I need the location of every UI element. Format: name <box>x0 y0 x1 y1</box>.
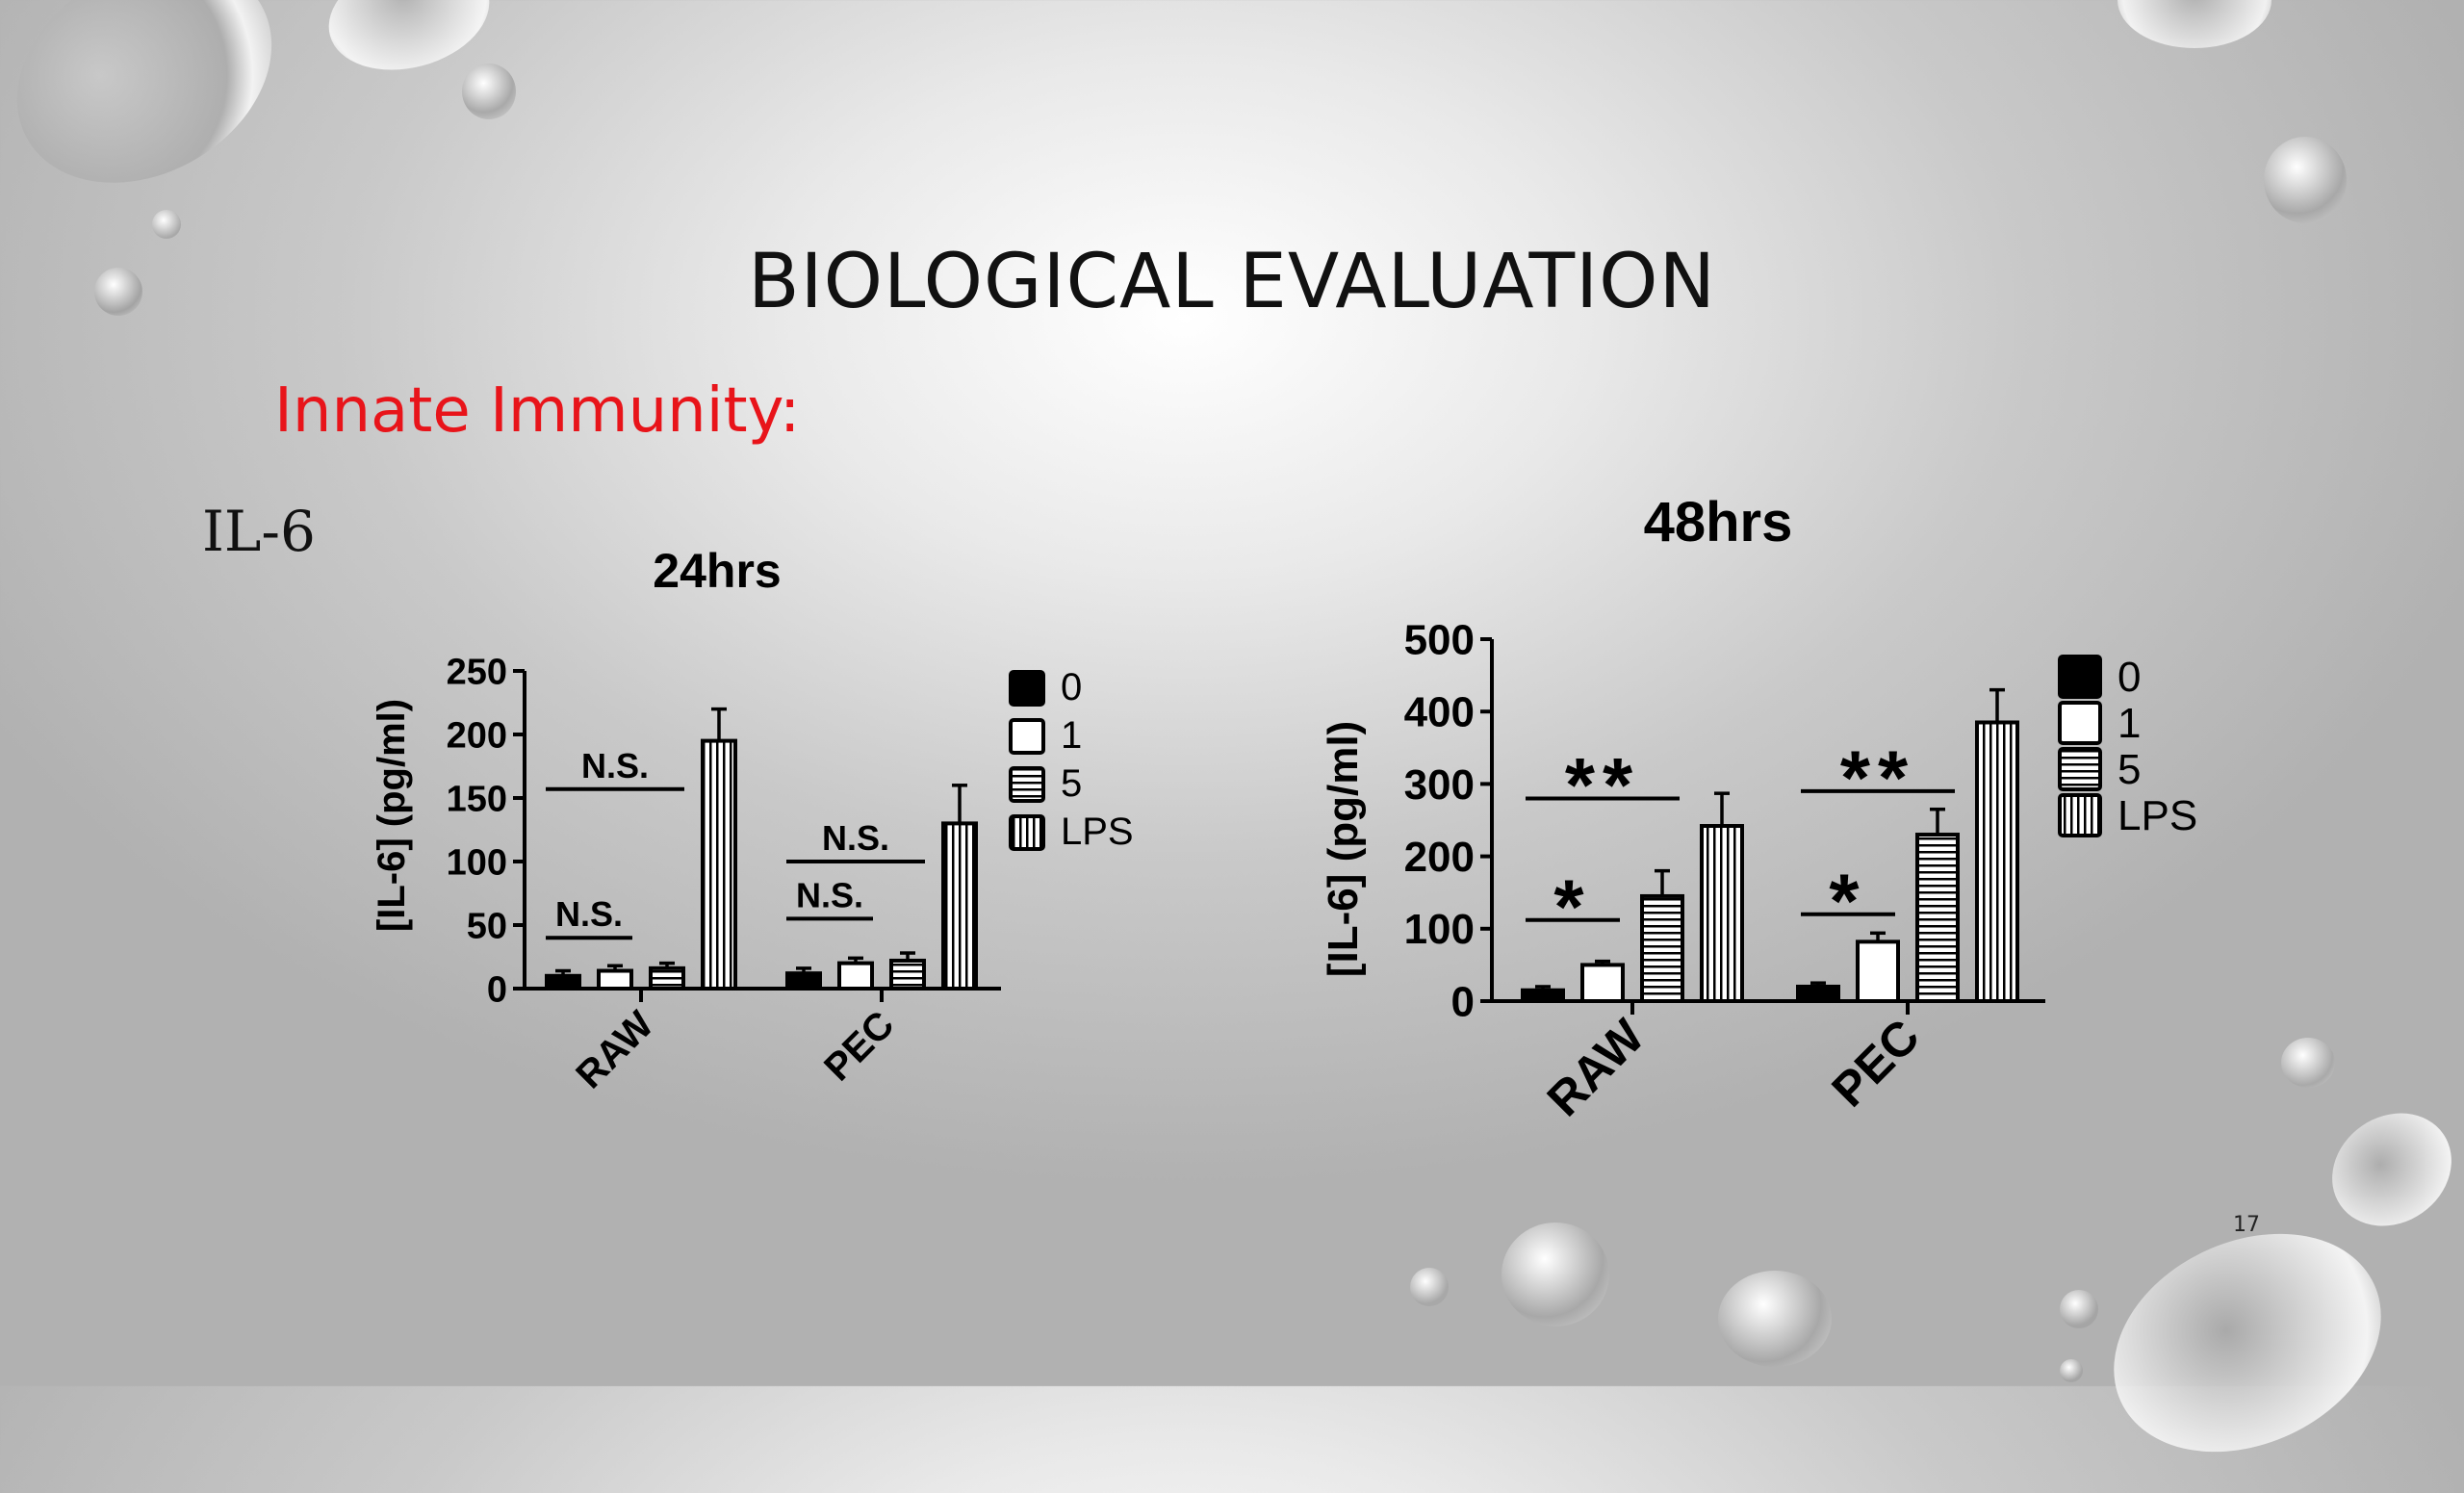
significance-label: ** <box>1565 742 1640 828</box>
legend-label: 1 <box>1061 714 1082 757</box>
y-tick-label: 100 <box>1404 906 1475 953</box>
bar <box>1700 824 1744 1003</box>
droplet-4 <box>152 210 181 239</box>
legend-label: 0 <box>1061 666 1082 708</box>
droplet-5 <box>94 268 142 316</box>
significance-label: N.S. <box>796 875 863 914</box>
legend-label: LPS <box>2118 792 2197 839</box>
bar <box>1796 984 1840 1003</box>
legend-swatch <box>2058 655 2102 699</box>
bar <box>1640 893 1684 1003</box>
legend-swatch <box>2058 747 2102 791</box>
legend-swatch <box>2058 793 2102 837</box>
bar <box>701 738 737 991</box>
y-tick-label: 0 <box>487 969 507 1010</box>
y-axis-label: [IL-6] (pg/ml) <box>1320 721 1367 977</box>
y-tick-label: 300 <box>1404 761 1475 809</box>
x-tick-label: PEC <box>1821 1009 1929 1117</box>
bar <box>1580 963 1625 1003</box>
significance-label: ** <box>1840 735 1915 821</box>
bar <box>941 821 978 991</box>
significance-label: N.S. <box>581 746 649 785</box>
y-tick-label: 100 <box>447 842 507 883</box>
y-tick-label: 500 <box>1404 616 1475 663</box>
y-tick-label: 400 <box>1404 689 1475 736</box>
y-tick-label: 200 <box>447 715 507 756</box>
x-tick-label: RAW <box>1537 1009 1656 1127</box>
chart-title: 24hrs <box>653 544 781 598</box>
page-number: 17 <box>2233 1213 2260 1237</box>
y-axis-label: [IL-6] (pg/ml) <box>371 699 413 932</box>
significance-label: N.S. <box>555 894 623 934</box>
droplet-10 <box>2078 1192 2417 1493</box>
x-tick-label: RAW <box>568 1003 661 1096</box>
significance-label: N.S. <box>822 818 889 858</box>
bar <box>889 958 926 991</box>
cytokine-label: IL-6 <box>202 499 316 564</box>
y-tick-label: 150 <box>447 779 507 819</box>
legend-swatch <box>2058 701 2102 745</box>
bar <box>545 973 581 991</box>
bar <box>1856 940 1900 1003</box>
droplet-7 <box>2264 137 2347 223</box>
legend-label: 0 <box>2118 654 2141 701</box>
chart-48hrs: 48hrs [IL-6] (pg/ml) 0 100 200 300 400 500 RAW… <box>1320 491 2197 1127</box>
section-subtitle: Innate Immunity: <box>274 375 801 447</box>
bar <box>785 971 822 991</box>
y-tick-label: 0 <box>1451 978 1475 1025</box>
legend-swatch <box>1009 718 1045 755</box>
legend-label: 5 <box>1061 762 1082 805</box>
legend-swatch <box>1009 814 1045 851</box>
bar <box>597 968 633 991</box>
legend-label: LPS <box>1061 811 1134 853</box>
legend-label: 1 <box>2118 700 2141 747</box>
bar <box>1975 720 2019 1003</box>
droplet-12 <box>2060 1359 2083 1382</box>
significance-label: * <box>1553 863 1591 949</box>
x-tick-label: PEC <box>816 1003 902 1089</box>
y-tick-label: 200 <box>1404 834 1475 881</box>
droplet-1 <box>0 0 312 227</box>
bar <box>1521 988 1565 1004</box>
legend-label: 5 <box>2118 746 2141 793</box>
droplet-14 <box>1410 1268 1449 1306</box>
droplet-8 <box>2281 1038 2335 1088</box>
droplet-15 <box>1718 1271 1832 1367</box>
bar <box>649 965 685 991</box>
droplet-11 <box>2060 1290 2098 1328</box>
chart-title: 48hrs <box>1644 491 1793 553</box>
droplet-9 <box>2310 1090 2464 1249</box>
droplet-13 <box>1502 1223 1609 1326</box>
legend-swatch <box>1009 766 1045 803</box>
significance-label: * <box>1829 858 1866 943</box>
slide-title: BIOLOGICAL EVALUATION <box>748 239 1716 325</box>
bar <box>837 961 874 991</box>
droplet-6 <box>2118 0 2272 48</box>
bar <box>1915 833 1960 1004</box>
legend-swatch <box>1009 670 1045 707</box>
y-tick-label: 250 <box>447 652 507 692</box>
y-tick-label: 50 <box>467 906 507 946</box>
droplet-3 <box>462 64 516 119</box>
